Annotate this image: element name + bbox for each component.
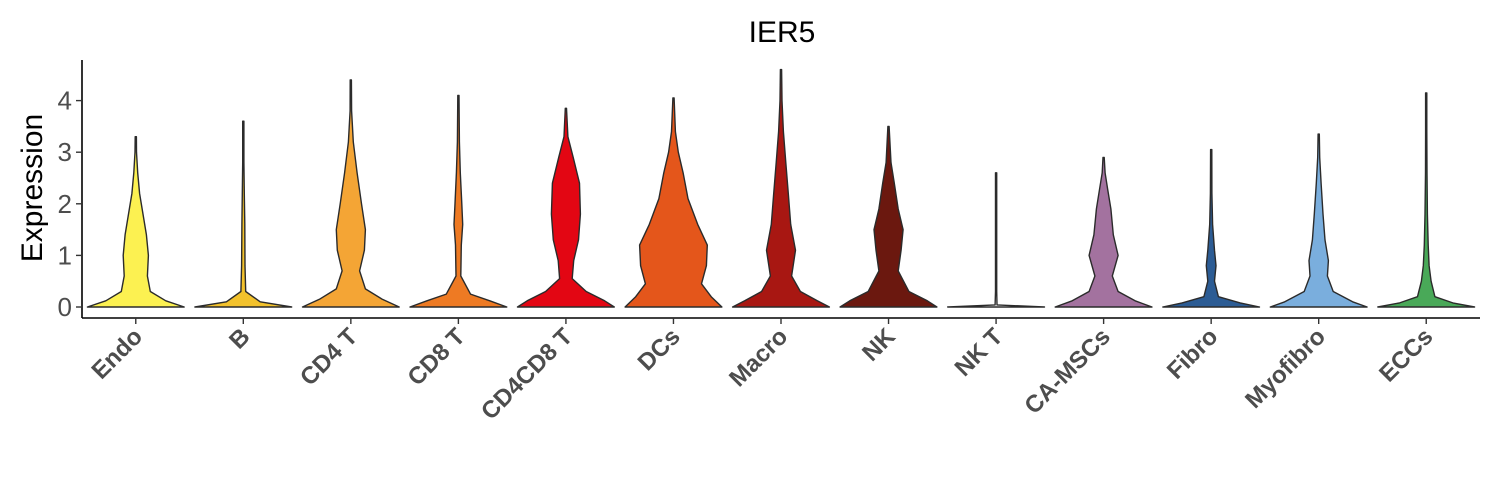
x-tick-label: NK T bbox=[950, 323, 1009, 382]
violin-cd4cd8-t bbox=[516, 107, 615, 308]
y-tick-label: 1 bbox=[58, 240, 72, 270]
violin-cd4-t bbox=[301, 79, 400, 308]
chart-title: IER5 bbox=[749, 16, 816, 49]
violin-nk-t bbox=[947, 172, 1046, 308]
x-tick-label: Fibro bbox=[1162, 323, 1224, 385]
y-axis-label: Expression bbox=[16, 114, 49, 262]
y-tick-label: 4 bbox=[58, 86, 72, 116]
x-tick-label: B bbox=[224, 323, 255, 354]
violin-endo bbox=[86, 136, 185, 308]
violin-b bbox=[194, 120, 293, 308]
x-tick-label: CA-MSCs bbox=[1019, 323, 1115, 419]
violin-ca-mscs bbox=[1054, 156, 1153, 308]
violin-nk bbox=[839, 125, 938, 308]
x-tick-label: DCs bbox=[633, 323, 686, 376]
y-axis: 0 1 2 3 4 bbox=[58, 60, 83, 322]
x-tick-label: Macro bbox=[724, 323, 793, 392]
x-tick-label: CD4 T bbox=[295, 323, 363, 391]
x-tick-label: Myofibro bbox=[1240, 323, 1331, 414]
y-tick-label: 3 bbox=[58, 137, 72, 167]
x-tick-label: NK bbox=[857, 323, 901, 367]
violin-dcs bbox=[624, 97, 723, 308]
violin-myofibro bbox=[1269, 133, 1368, 308]
violins-group bbox=[86, 68, 1476, 308]
x-tick-label: ECCs bbox=[1374, 323, 1438, 387]
y-tick-label: 0 bbox=[58, 292, 72, 322]
x-tick-label: Endo bbox=[86, 323, 148, 385]
x-tick-label: CD4CD8 T bbox=[476, 323, 578, 425]
violin-macro bbox=[731, 68, 831, 308]
y-tick-label: 2 bbox=[58, 189, 72, 219]
x-axis: Endo B CD4 T CD8 T CD4CD8 T DCs Macro NK NK T CA-… bbox=[82, 317, 1480, 425]
x-tick-label: CD8 T bbox=[403, 323, 471, 391]
violin-eccs bbox=[1377, 92, 1476, 308]
violin-cd8-t bbox=[409, 94, 508, 308]
violin-fibro bbox=[1162, 148, 1261, 308]
